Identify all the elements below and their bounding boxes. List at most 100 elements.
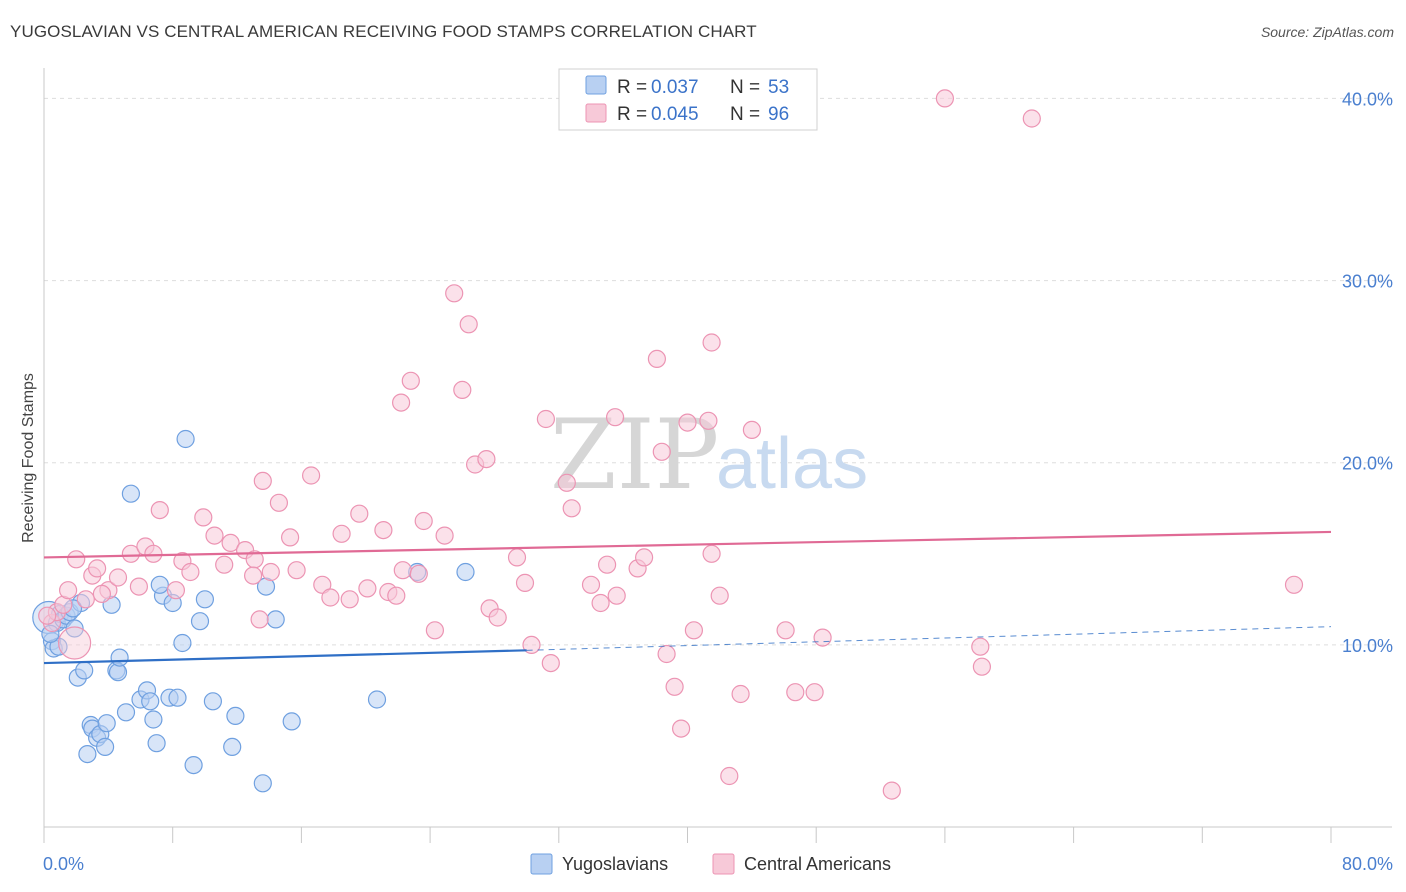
- central-american-point: [972, 657, 992, 676]
- yugoslavian-point: [367, 690, 387, 709]
- central-american-point: [269, 493, 288, 512]
- bottom-legend-label-central-americans: Central Americans: [744, 854, 891, 874]
- legend-r-value-central-americans: 0.045: [651, 104, 699, 125]
- central-american-point: [221, 533, 240, 553]
- central-american-point: [657, 644, 676, 664]
- central-american-point: [302, 466, 321, 485]
- legend-n-value-central-americans: 96: [768, 104, 789, 125]
- central-american-point: [488, 608, 507, 627]
- bottom-legend: Yugoslavians Central Americans: [530, 853, 891, 875]
- yugoslavian-point: [456, 562, 475, 582]
- central-american-point: [215, 555, 234, 574]
- yugoslavian-point: [141, 692, 160, 711]
- legend-n-value-yugoslavians: 53: [768, 77, 789, 98]
- central-american-point: [287, 561, 306, 580]
- central-american-point: [58, 581, 78, 600]
- central-american-point: [393, 561, 412, 580]
- legend-r-label-yugoslavians: R =: [617, 77, 647, 98]
- central-american-point: [720, 766, 739, 786]
- central-american-point: [261, 562, 280, 582]
- central-american-point: [358, 579, 377, 598]
- legend-swatch-central-americans: [585, 103, 607, 123]
- central-american-point: [562, 499, 581, 518]
- y-tick-label: 40.0%: [1342, 89, 1393, 109]
- central-american-point: [144, 544, 163, 563]
- central-american-point: [435, 526, 454, 545]
- yugoslavian-trend-extension: [526, 626, 1332, 651]
- yugoslavian-point: [116, 703, 136, 722]
- watermark-atlas: atlas: [716, 424, 868, 504]
- central-american-point: [281, 528, 300, 547]
- central-american-point: [971, 637, 990, 656]
- central-american-point: [477, 450, 496, 469]
- central-american-point: [607, 586, 626, 605]
- central-american-point: [581, 575, 601, 594]
- central-american-point: [401, 371, 420, 390]
- yugoslavian-point: [173, 633, 192, 653]
- central-american-point: [776, 621, 795, 640]
- central-american-point: [699, 411, 718, 430]
- central-american-point: [414, 511, 433, 531]
- yugoslavian-point: [168, 688, 187, 707]
- yugoslavian-point: [203, 692, 222, 711]
- central-american-point: [129, 577, 148, 596]
- central-american-point: [108, 568, 128, 587]
- central-american-point: [250, 610, 269, 629]
- central-american-point: [321, 588, 340, 607]
- yugoslavian-point: [144, 710, 163, 729]
- central-american-point: [515, 573, 535, 593]
- central-american-point: [150, 501, 169, 520]
- central-american-point: [374, 520, 393, 540]
- yugoslavian-point: [184, 755, 203, 775]
- central-american-point: [647, 349, 667, 368]
- chart-title: YUGOSLAVIAN VS CENTRAL AMERICAN RECEIVIN…: [10, 22, 757, 41]
- central-american-point: [786, 683, 805, 702]
- central-american-point: [453, 380, 472, 399]
- central-american-point: [671, 719, 691, 738]
- central-american-point: [67, 550, 86, 569]
- central-american-point: [181, 562, 200, 582]
- central-american-point: [92, 584, 112, 604]
- central-american-point: [57, 626, 92, 660]
- central-american-point: [332, 524, 351, 543]
- central-american-point: [702, 544, 721, 563]
- central-american-point: [121, 544, 140, 563]
- central-american-point: [507, 548, 527, 567]
- yugoslavian-point: [266, 610, 285, 629]
- y-tick-label: 10.0%: [1342, 636, 1393, 656]
- yugoslavian-point: [223, 737, 242, 757]
- central-american-point: [459, 315, 478, 334]
- yugoslavian-point: [190, 612, 210, 631]
- central-american-point: [1284, 575, 1304, 594]
- central-american-point: [392, 393, 411, 412]
- yugoslavian-point: [150, 575, 169, 594]
- watermark-zip: ZIP: [550, 399, 719, 511]
- y-tick-labels: 10.0% 20.0% 30.0% 40.0%: [1342, 89, 1393, 655]
- central-american-point: [87, 559, 107, 578]
- axes: [43, 68, 1392, 843]
- trend-lines: [43, 530, 1332, 665]
- central-american-point: [684, 621, 704, 640]
- yugoslavian-point: [195, 590, 214, 609]
- central-american-point: [652, 442, 671, 461]
- legend-swatch-yugoslavians: [585, 75, 607, 95]
- x-tick-label: 0.0%: [43, 854, 84, 874]
- central-american-point: [445, 284, 464, 303]
- gridlines: [44, 97, 1392, 646]
- yugoslavian-point: [95, 737, 115, 757]
- yugoslavian-point: [65, 619, 84, 638]
- central-american-point: [742, 420, 762, 439]
- yugoslavian-point: [75, 661, 94, 680]
- central-american-point: [166, 581, 185, 600]
- central-american-point: [340, 590, 359, 609]
- central-american-point: [591, 593, 610, 613]
- central-american-point: [813, 628, 832, 647]
- central-american-point: [313, 575, 332, 594]
- legend-r-label-central-americans: R =: [617, 104, 647, 125]
- central-american-point: [731, 684, 750, 704]
- central-american-point: [805, 683, 824, 702]
- central-american-point: [536, 409, 556, 429]
- yugoslavian-point: [110, 648, 129, 667]
- central-american-point: [702, 333, 721, 352]
